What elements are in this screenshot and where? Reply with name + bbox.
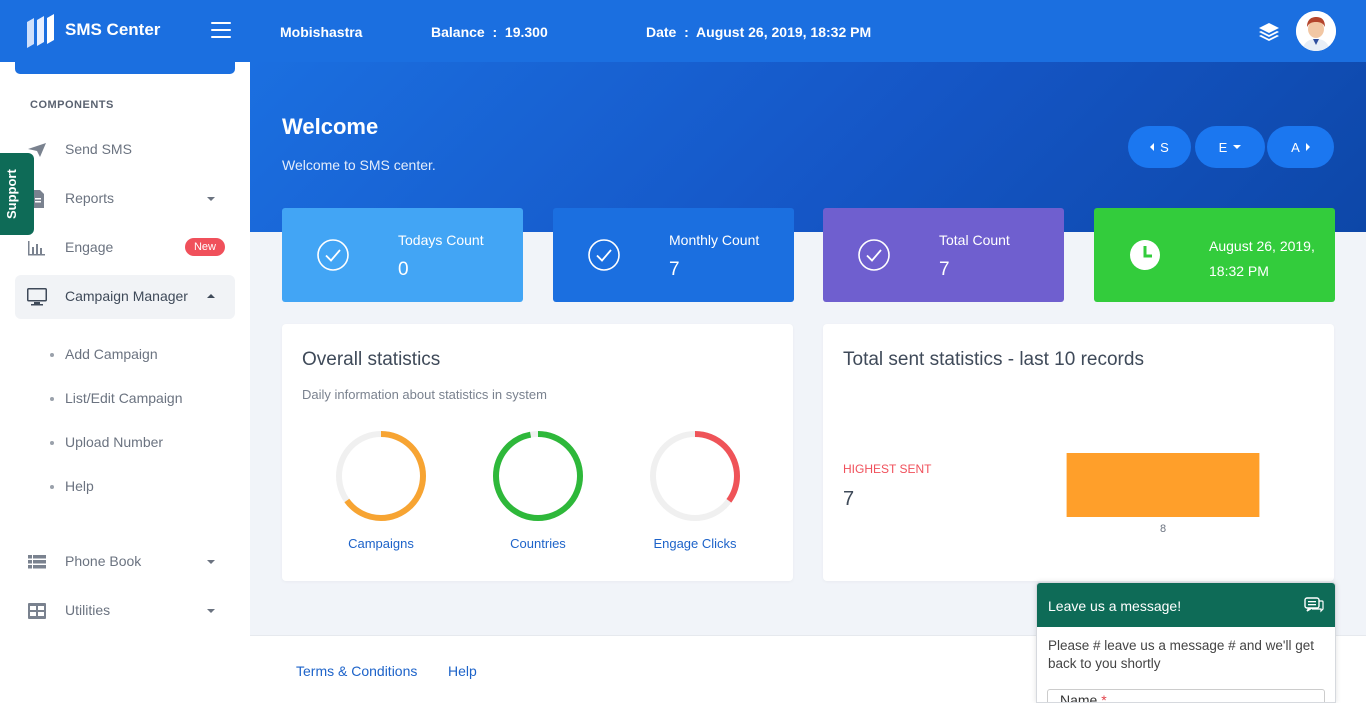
- sidebar-item-label: Send SMS: [65, 141, 132, 157]
- menu-toggle-icon[interactable]: [211, 22, 231, 39]
- chat-header-title: Leave us a message!: [1048, 598, 1182, 614]
- support-tab[interactable]: Support: [0, 153, 34, 235]
- stat-label: Monthly Count: [669, 232, 760, 248]
- sidebar-item-campaign-manager[interactable]: Campaign Manager: [15, 275, 235, 319]
- user-avatar-icon: [1296, 11, 1336, 51]
- panel-subtitle: Daily information about statistics in sy…: [302, 387, 547, 402]
- engage-clicks-link[interactable]: Engage Clicks: [653, 536, 737, 551]
- bar-8: [1066, 453, 1260, 517]
- support-tab-label: Support: [4, 169, 19, 219]
- highest-sent-label: HIGHEST SENT: [843, 462, 932, 476]
- sidebar-item-send-sms[interactable]: Send SMS: [15, 128, 235, 172]
- sidebar-subitem-upload-number[interactable]: Upload Number: [50, 434, 163, 450]
- date-card-text: August 26, 2019, 18:32 PM: [1209, 238, 1315, 279]
- sidebar-item-utilities[interactable]: Utilities: [15, 589, 235, 633]
- x-tick-label: 8: [1160, 523, 1166, 534]
- stat-label: Total Count: [939, 232, 1010, 248]
- sidebar-subitem-add-campaign[interactable]: Add Campaign: [50, 346, 158, 362]
- terms-conditions-link[interactable]: Terms & Conditions: [296, 663, 418, 679]
- grid-icon: [28, 603, 46, 619]
- check-circle-icon: [317, 239, 349, 271]
- chevron-down-icon: [207, 197, 215, 201]
- total-count-card: Total Count 7: [823, 208, 1064, 302]
- avatar[interactable]: [1296, 11, 1336, 51]
- monitor-icon: [27, 288, 47, 306]
- todays-count-card: Todays Count 0: [282, 208, 523, 302]
- new-badge: New: [184, 238, 225, 256]
- a-button[interactable]: A: [1267, 126, 1334, 168]
- sidebar-item-label: Engage: [65, 239, 114, 255]
- top-bar: Mobishastra Balance : 19.300 Date : Augu…: [250, 0, 1366, 62]
- sidebar-item-reports[interactable]: Reports: [15, 177, 235, 221]
- caret-right-icon: [1305, 143, 1310, 151]
- section-label: COMPONENTS: [30, 99, 114, 111]
- sidebar: SMS Center COMPONENTS Send SMS Reports E…: [0, 0, 250, 703]
- check-circle-icon: [588, 239, 620, 271]
- stat-value: 0: [398, 259, 409, 280]
- stat-value: 7: [669, 259, 680, 280]
- sidebar-item-label: Utilities: [65, 602, 111, 618]
- chevron-up-icon: [207, 294, 215, 298]
- caret-left-icon: [1150, 143, 1155, 151]
- engage-clicks-donut: [650, 431, 740, 521]
- layers-icon[interactable]: [1258, 22, 1280, 42]
- caret-down-icon: [1233, 145, 1242, 149]
- sidebar-subitem-list-edit-campaign[interactable]: List/Edit Campaign: [50, 390, 183, 406]
- active-item-strip: [15, 62, 235, 74]
- stat-label: Todays Count: [398, 232, 484, 248]
- organization-name: Mobishastra: [280, 24, 363, 40]
- sidebar-subitem-help[interactable]: Help: [50, 478, 94, 494]
- chat-widget: Leave us a message! Please # leave us a …: [1036, 582, 1336, 703]
- brand-bar: SMS Center: [0, 0, 250, 62]
- sidebar-item-label: Phone Book: [65, 553, 142, 569]
- logo-icon: [27, 14, 54, 48]
- check-circle-icon: [858, 239, 890, 271]
- list-icon: [28, 555, 46, 569]
- page-title: Welcome: [282, 114, 379, 139]
- total-sent-statistics-panel: Total sent statistics - last 10 records …: [823, 324, 1334, 581]
- footer-help-link[interactable]: Help: [448, 663, 477, 679]
- highest-sent-value: 7: [843, 488, 855, 510]
- panel-title: Total sent statistics - last 10 records: [843, 349, 1144, 370]
- campaigns-donut: [336, 431, 426, 521]
- chat-header[interactable]: Leave us a message!: [1037, 583, 1335, 627]
- name-field[interactable]: Name *: [1047, 689, 1325, 702]
- bar-chart-icon: [28, 241, 45, 256]
- chevron-down-icon: [207, 560, 215, 564]
- sidebar-item-label: Campaign Manager: [65, 288, 188, 304]
- stat-value: 7: [939, 259, 950, 280]
- page-subtitle: Welcome to SMS center.: [282, 157, 436, 173]
- clock-icon: [1130, 240, 1160, 270]
- send-icon: [28, 143, 46, 157]
- campaigns-link[interactable]: Campaigns: [348, 536, 414, 551]
- brand-title: SMS Center: [65, 20, 161, 39]
- welcome-hero: Welcome Welcome to SMS center. S E A: [250, 62, 1366, 232]
- monthly-count-card: Monthly Count 7: [553, 208, 794, 302]
- chat-message: Please # leave us a message # and we'll …: [1048, 638, 1314, 671]
- sidebar-item-label: Reports: [65, 190, 115, 206]
- sidebar-item-phone-book[interactable]: Phone Book: [15, 540, 235, 584]
- date-card: August 26, 2019, 18:32 PM: [1094, 208, 1335, 302]
- sent-bar-chart: 8: [1066, 453, 1260, 534]
- chevron-down-icon: [207, 609, 215, 613]
- e-dropdown-button[interactable]: E: [1195, 126, 1265, 168]
- panel-title: Overall statistics: [302, 349, 441, 370]
- countries-link[interactable]: Countries: [510, 536, 566, 551]
- date-text: Date : August 26, 2019, 18:32 PM: [646, 24, 872, 40]
- countries-donut: [493, 431, 583, 521]
- overall-statistics-panel: Overall statistics Daily information abo…: [282, 324, 793, 581]
- s-button[interactable]: S: [1128, 126, 1191, 168]
- sidebar-item-engage[interactable]: Engage New: [15, 226, 235, 270]
- document-icon: [32, 190, 44, 208]
- name-field-label: Name *: [1060, 692, 1110, 702]
- balance-text: Balance : 19.300: [431, 24, 548, 40]
- chat-bubble-icon: [1304, 597, 1324, 613]
